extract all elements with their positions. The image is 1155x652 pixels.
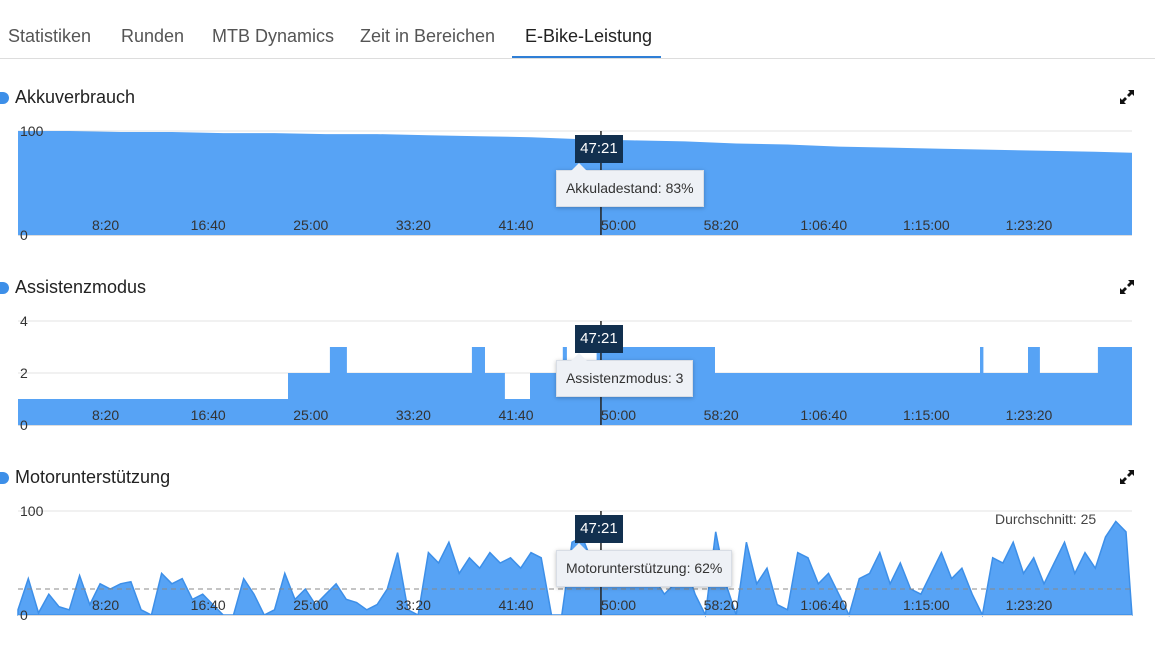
x-tick-label: 50:00 xyxy=(601,217,636,233)
y-tick-label: 100 xyxy=(20,123,44,139)
x-tick-label: 33:20 xyxy=(396,217,431,233)
x-tick-label: 1:15:00 xyxy=(903,597,950,613)
x-tick-label: 16:40 xyxy=(191,217,226,233)
x-tick-label: 25:00 xyxy=(293,407,328,423)
cursor-time-label: 47:21 xyxy=(574,135,623,163)
x-tick-label: 16:40 xyxy=(191,597,226,613)
expand-icon[interactable] xyxy=(1118,278,1136,296)
x-tick-label: 41:40 xyxy=(498,217,533,233)
x-tick-label: 58:20 xyxy=(704,217,739,233)
tab-zeit-in-bereichen[interactable]: Zeit in Bereichen xyxy=(360,26,496,46)
x-tick-label: 50:00 xyxy=(601,407,636,423)
active-tab-indicator xyxy=(512,56,661,58)
y-tick-label: 0 xyxy=(20,417,28,433)
y-tick-label: 4 xyxy=(20,313,28,329)
x-tick-label: 8:20 xyxy=(92,217,119,233)
x-tick-label: 16:40 xyxy=(191,407,226,423)
chart-title-label: Motorunterstützung xyxy=(15,467,171,487)
x-tick-label: 58:20 xyxy=(704,407,739,423)
expand-icon[interactable] xyxy=(1118,88,1136,106)
y-tick-label: 0 xyxy=(20,607,28,623)
x-tick-label: 58:20 xyxy=(704,597,739,613)
x-tick-label: 33:20 xyxy=(396,407,431,423)
cursor-time-label: 47:21 xyxy=(574,515,623,543)
tab-runden[interactable]: Runden xyxy=(121,26,185,46)
tab-e-bike-leistung[interactable]: E-Bike-Leistung xyxy=(525,26,653,46)
y-tick-label: 2 xyxy=(20,365,28,381)
x-tick-label: 25:00 xyxy=(293,597,328,613)
chart-title-label: Akkuverbrauch xyxy=(15,87,136,107)
series-dot-icon xyxy=(0,91,9,104)
chart-title-2: Motorunterstützung xyxy=(0,467,170,488)
average-label: Durchschnitt: 25 xyxy=(995,511,1097,527)
x-tick-label: 1:15:00 xyxy=(903,407,950,423)
tooltip: Assistenzmodus: 3 xyxy=(555,353,694,397)
x-tick-label: 1:06:40 xyxy=(800,217,847,233)
series-dot-icon xyxy=(0,281,9,294)
tab-statistiken[interactable]: Statistiken xyxy=(8,26,92,46)
x-tick-label: 50:00 xyxy=(601,597,636,613)
x-tick-label: 25:00 xyxy=(293,217,328,233)
cursor-time-label: 47:21 xyxy=(574,325,623,353)
x-tick-label: 41:40 xyxy=(498,597,533,613)
x-tick-label: 1:23:20 xyxy=(1006,597,1053,613)
x-tick-label: 1:06:40 xyxy=(800,407,847,423)
chart-title-0: Akkuverbrauch xyxy=(0,87,135,108)
tooltip: Motorunterstützung: 62% xyxy=(555,543,733,587)
tab-bar: Statistiken Runden MTB Dynamics Zeit in … xyxy=(0,0,1155,59)
tab-mtb-dynamics[interactable]: MTB Dynamics xyxy=(212,26,335,46)
chart-title-label: Assistenzmodus xyxy=(15,277,147,297)
x-tick-label: 8:20 xyxy=(92,597,119,613)
x-tick-label: 41:40 xyxy=(498,407,533,423)
y-tick-label: 0 xyxy=(20,227,28,243)
series-dot-icon xyxy=(0,471,9,484)
chart-title-1: Assistenzmodus xyxy=(0,277,146,298)
x-tick-label: 8:20 xyxy=(92,407,119,423)
x-tick-label: 1:15:00 xyxy=(903,217,950,233)
x-tick-label: 1:23:20 xyxy=(1006,217,1053,233)
x-tick-label: 33:20 xyxy=(396,597,431,613)
x-tick-label: 1:06:40 xyxy=(800,597,847,613)
tooltip: Akkuladestand: 83% xyxy=(555,163,704,207)
x-tick-label: 1:23:20 xyxy=(1006,407,1053,423)
y-tick-label: 100 xyxy=(20,503,44,519)
expand-icon[interactable] xyxy=(1118,468,1136,486)
